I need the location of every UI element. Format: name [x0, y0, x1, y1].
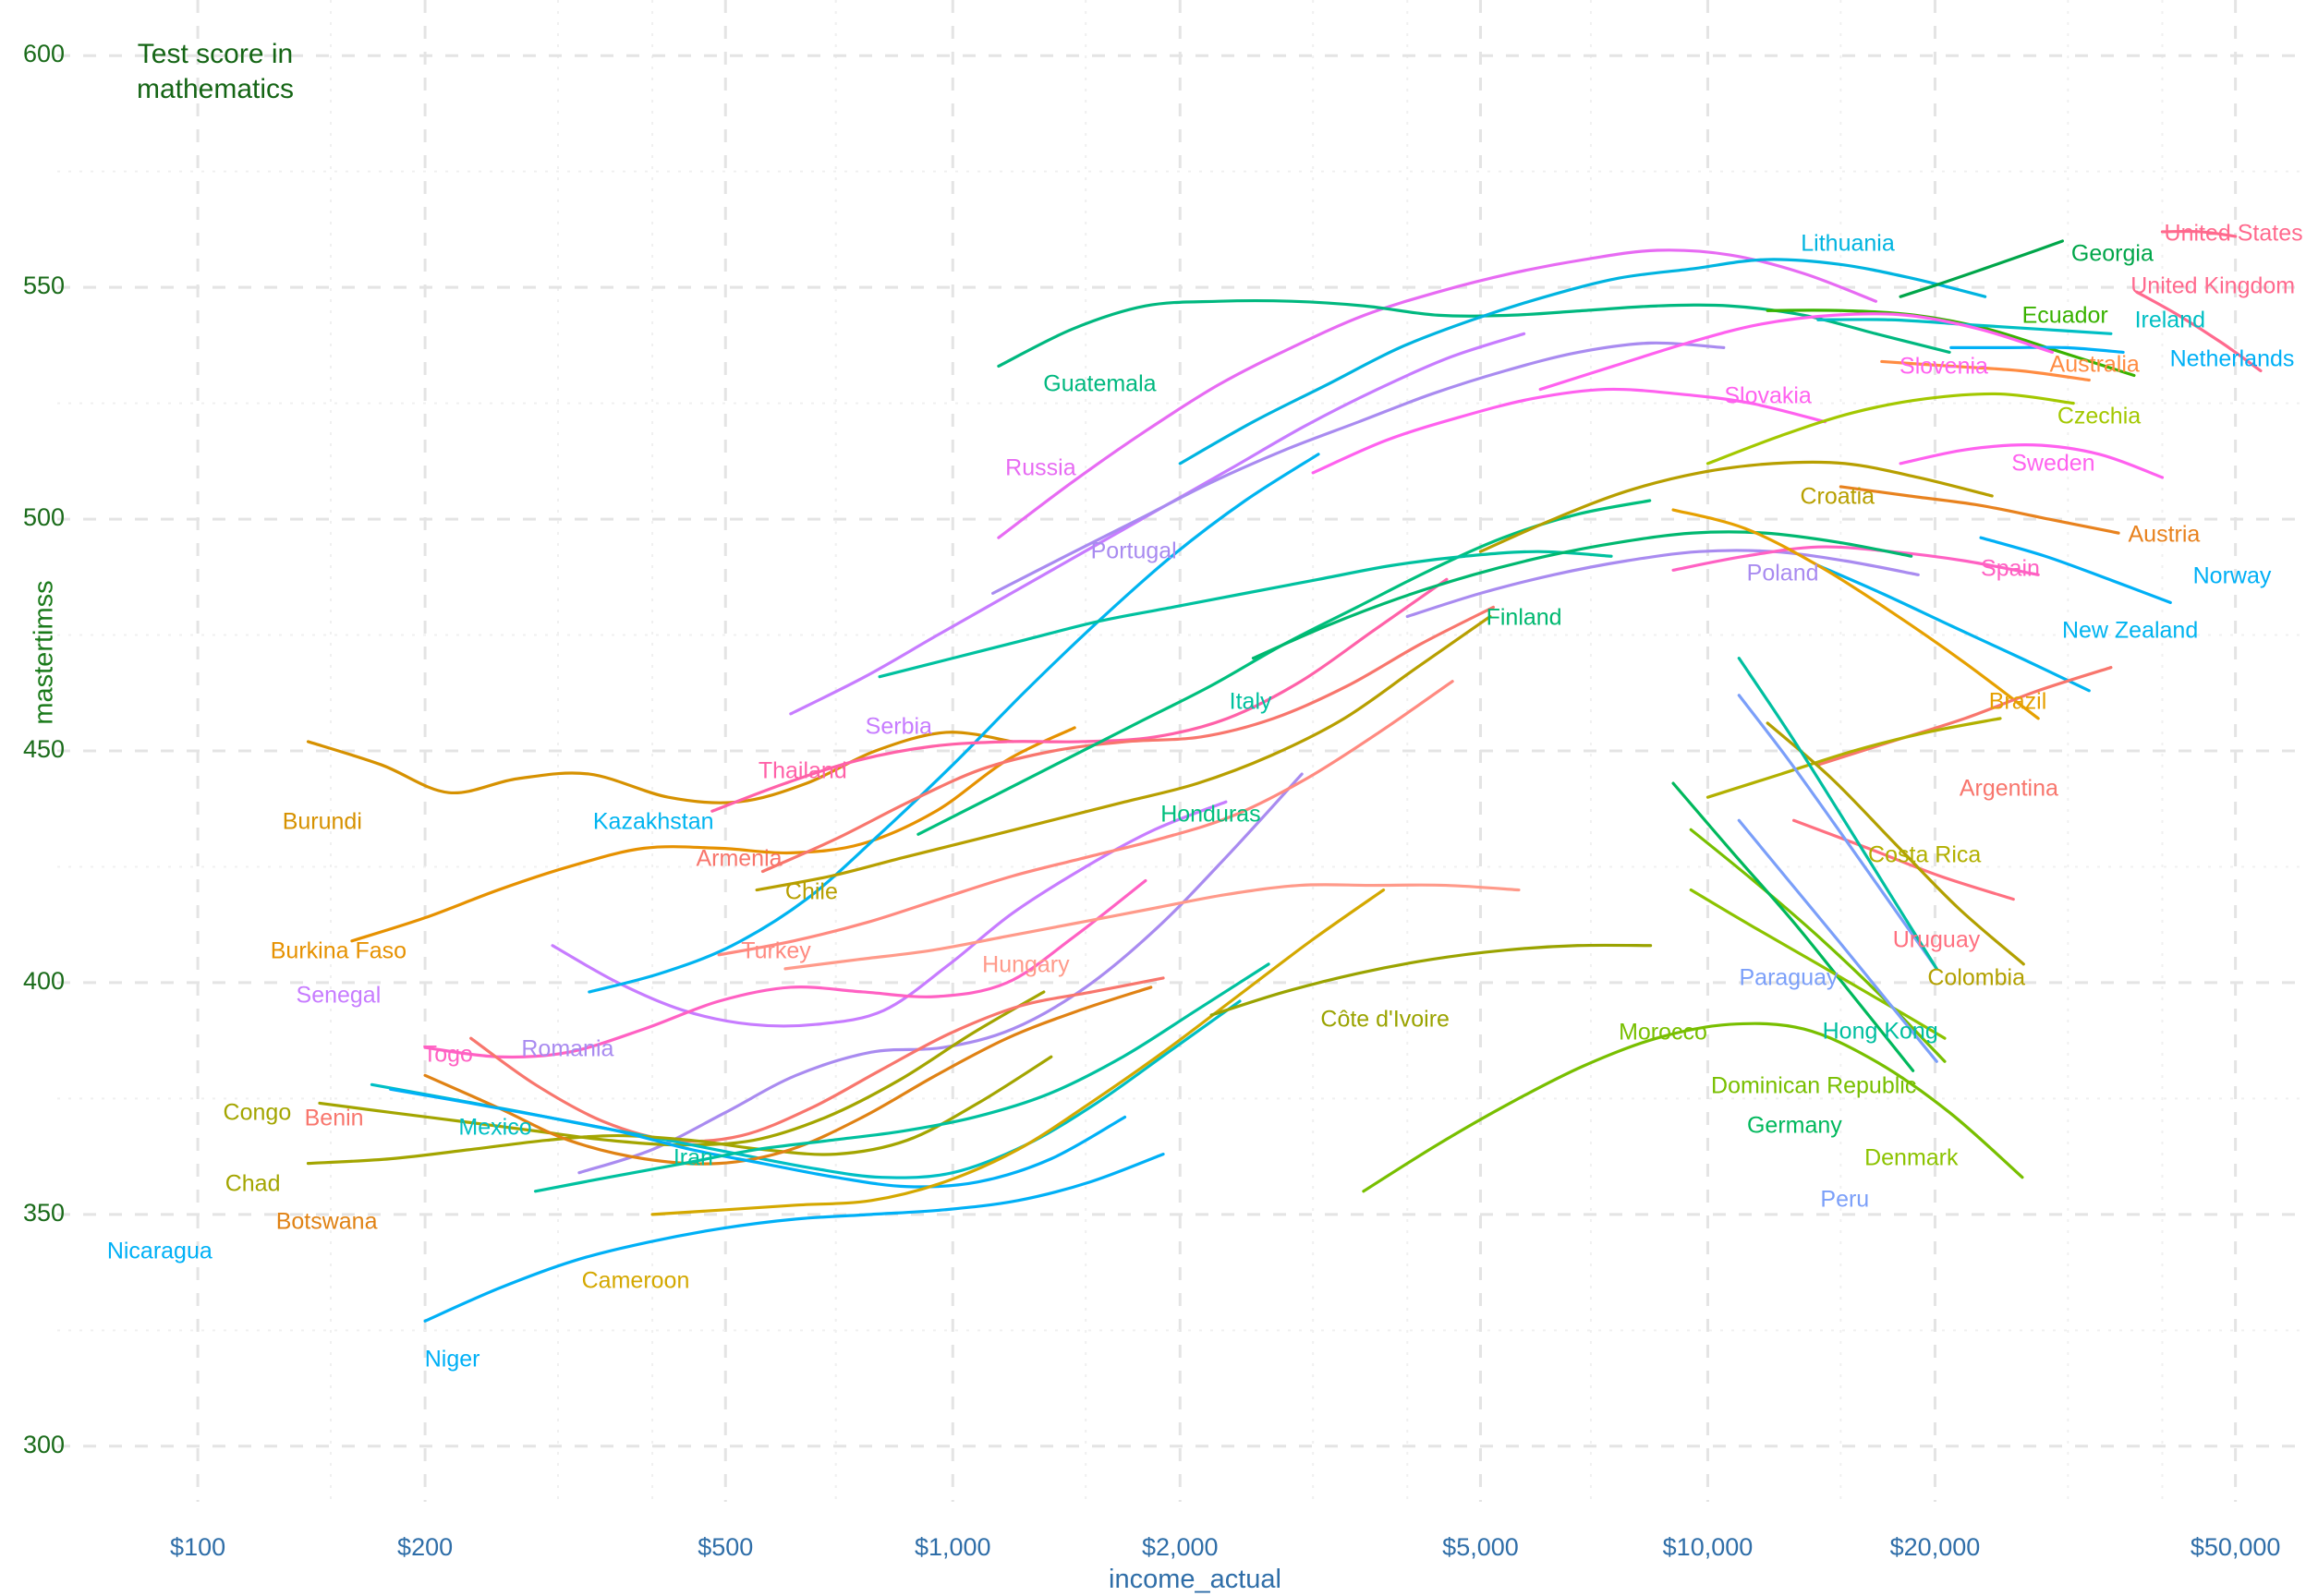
grid-lines — [57, 0, 2306, 1502]
series-line — [755, 614, 1492, 892]
chart-title: Test score in mathematics — [136, 39, 295, 105]
x-tick-label: $5,000 — [1442, 1533, 1519, 1561]
series-line — [1671, 545, 2040, 576]
series-line — [588, 453, 1320, 994]
series-line — [1689, 888, 1947, 1040]
series-line — [350, 726, 1076, 943]
y-tick-label: 300 — [22, 1430, 65, 1458]
series-line — [1705, 717, 2002, 799]
x-axis-title: income_actual — [1109, 1565, 1281, 1594]
series-line — [1405, 549, 1920, 619]
series-line — [1979, 536, 2172, 605]
x-tick-label: $50,000 — [2190, 1533, 2281, 1561]
series-line — [991, 341, 1726, 595]
x-tick-label: $1,000 — [914, 1533, 991, 1561]
series-line — [717, 680, 1454, 957]
series-line — [1209, 943, 1653, 1017]
series-line — [1737, 694, 1938, 971]
series-line — [1737, 818, 1938, 1063]
series-line — [1478, 460, 1994, 553]
series-line — [997, 248, 1878, 539]
series-line — [533, 962, 1270, 1193]
x-tick-label: $100 — [170, 1533, 226, 1561]
series-line — [1737, 657, 1938, 971]
series-line — [577, 772, 1304, 1175]
series-line — [1671, 781, 1915, 1072]
x-tick-label: $200 — [397, 1533, 454, 1561]
series-line — [1362, 1022, 2024, 1193]
x-tick-label: $2,000 — [1141, 1533, 1219, 1561]
series-line — [2160, 229, 2238, 238]
series-line — [1766, 308, 2136, 378]
x-tick-label: $10,000 — [1662, 1533, 1754, 1561]
y-tick-label: 400 — [22, 966, 65, 995]
y-tick-label: 600 — [22, 40, 65, 68]
series-line — [710, 577, 1449, 813]
y-tick-label: 350 — [22, 1198, 65, 1227]
y-tick-label: 550 — [22, 272, 65, 300]
series-line — [1705, 392, 2075, 466]
series-line — [997, 298, 1951, 369]
series-line — [1791, 818, 2015, 901]
series-line — [1766, 721, 2025, 966]
x-tick-label: $20,000 — [1889, 1533, 1981, 1561]
series-line — [1839, 485, 2120, 535]
series-line — [389, 1087, 1127, 1189]
y-tick-label: 450 — [22, 735, 65, 763]
series-line — [423, 1153, 1165, 1323]
series-line — [1671, 508, 2040, 720]
x-tick-label: $500 — [698, 1533, 754, 1561]
series-line — [783, 883, 1521, 971]
series-line — [469, 976, 1165, 1143]
series-line — [1538, 312, 2054, 392]
series-line — [1880, 359, 2091, 382]
series-line — [878, 550, 1613, 679]
y-tick-label: 500 — [22, 503, 65, 532]
series-line — [306, 731, 1014, 804]
series-line — [1311, 387, 1827, 475]
series-line — [1816, 666, 2113, 767]
series-line — [423, 985, 1153, 1166]
series-line — [650, 888, 1386, 1216]
y-axis-title: mastertimss — [29, 580, 59, 725]
series-line — [1816, 563, 2091, 693]
series-line — [789, 332, 1526, 716]
series-line — [2135, 290, 2263, 373]
series-line — [1251, 530, 1913, 660]
series-line — [1899, 239, 2064, 298]
series-line — [1178, 258, 1987, 466]
series-line — [760, 605, 1495, 874]
series-line — [1899, 443, 2165, 479]
series-line — [306, 1055, 1053, 1166]
series-line — [423, 878, 1147, 1059]
series-lines — [306, 229, 2263, 1323]
